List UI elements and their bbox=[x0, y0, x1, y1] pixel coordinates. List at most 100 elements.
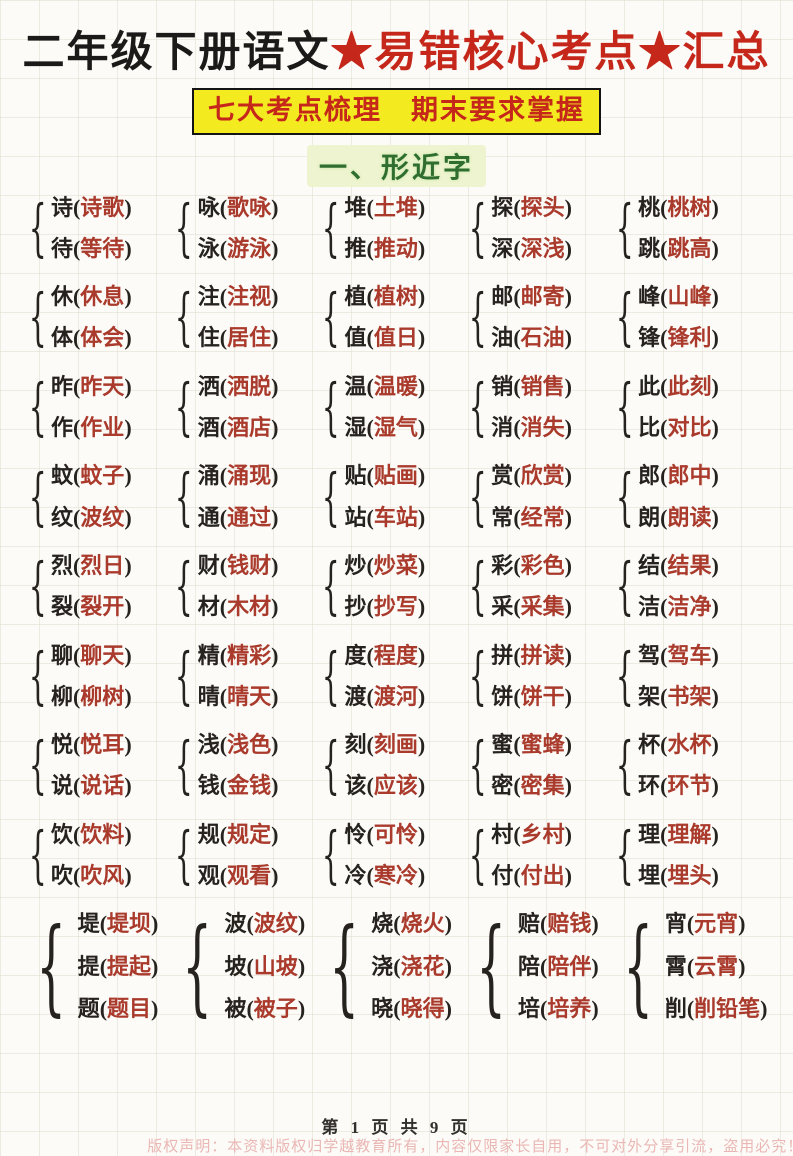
open-paren: ( bbox=[72, 325, 81, 351]
close-paren: ) bbox=[564, 821, 572, 847]
base-char: 财 bbox=[197, 552, 220, 578]
char-word-line: 怜(可怜) bbox=[345, 822, 426, 847]
base-char: 彩 bbox=[491, 552, 514, 578]
base-char: 培 bbox=[518, 995, 541, 1021]
example-word: 聊天 bbox=[80, 642, 125, 668]
char-word-line: 规(规定) bbox=[198, 822, 279, 847]
base-char: 冷 bbox=[344, 863, 367, 889]
example-word: 洁净 bbox=[667, 594, 712, 620]
page-title-red: ★易错核心考点★汇总 bbox=[330, 30, 771, 76]
close-paren: ) bbox=[738, 953, 746, 979]
word-group: {精(精彩) 晴(晴天) bbox=[172, 643, 315, 710]
char-word-line: 待(等待) bbox=[51, 236, 132, 261]
char-word-line: 休(休息) bbox=[51, 284, 132, 309]
close-paren: ) bbox=[151, 953, 159, 979]
char-word-line: 湿(湿气) bbox=[345, 415, 426, 440]
base-char: 休 bbox=[50, 284, 73, 310]
left-brace: { bbox=[175, 370, 193, 444]
char-word-line: 村(乡村) bbox=[491, 822, 572, 847]
left-brace: { bbox=[35, 905, 66, 1028]
char-word-line: 材(木材) bbox=[198, 594, 279, 619]
close-paren: ) bbox=[124, 284, 132, 310]
example-word: 植树 bbox=[373, 284, 418, 310]
word-group: {休(休息) 体(体会) bbox=[26, 284, 169, 351]
open-paren: ( bbox=[219, 773, 228, 799]
char-word-line: 财(钱财) bbox=[198, 553, 279, 578]
char-word-line: 浇(浇花) bbox=[371, 954, 452, 979]
open-paren: ( bbox=[219, 683, 228, 709]
open-paren: ( bbox=[540, 953, 548, 979]
base-char: 观 bbox=[197, 863, 220, 889]
char-word-line: 值(值日) bbox=[345, 325, 426, 350]
close-paren: ) bbox=[417, 235, 426, 261]
char-word-line: 作(作业) bbox=[51, 415, 132, 440]
word-group: {烧(烧火) 浇(浇花) 晓(晓得) bbox=[319, 911, 462, 1021]
example-word: 山坡 bbox=[253, 953, 298, 979]
char-word-line: 埋(埋头) bbox=[638, 863, 719, 888]
open-paren: ( bbox=[72, 683, 81, 709]
page-title-black: 二年级下册语文 bbox=[22, 30, 331, 76]
example-word: 对比 bbox=[667, 415, 712, 441]
example-word: 波纹 bbox=[80, 504, 125, 530]
example-word: 被子 bbox=[253, 995, 298, 1021]
base-char: 郎 bbox=[638, 463, 661, 489]
open-paren: ( bbox=[540, 995, 548, 1021]
open-paren: ( bbox=[366, 235, 374, 261]
char-word-line: 站(车站) bbox=[345, 505, 426, 530]
char-word-line: 贴(贴画) bbox=[345, 463, 426, 488]
example-word: 削铅笔 bbox=[694, 995, 761, 1021]
open-paren: ( bbox=[366, 773, 374, 799]
left-brace: { bbox=[175, 459, 193, 533]
char-word-line: 推(推动) bbox=[345, 236, 426, 261]
open-paren: ( bbox=[660, 594, 668, 620]
close-paren: ) bbox=[711, 463, 719, 489]
char-word-line: 聊(聊天) bbox=[51, 643, 132, 668]
base-char: 体 bbox=[50, 325, 73, 351]
word-group: {刻(刻画) 该(应该) bbox=[319, 732, 462, 799]
char-word-line: 蜜(蜜蜂) bbox=[491, 732, 572, 757]
example-word: 观看 bbox=[227, 863, 272, 889]
close-paren: ) bbox=[271, 552, 279, 578]
open-paren: ( bbox=[513, 463, 521, 489]
example-word: 酒店 bbox=[227, 415, 272, 441]
char-word-line: 蚊(蚊子) bbox=[51, 463, 132, 488]
word-group: {度(程度) 渡(渡河) bbox=[319, 643, 462, 710]
char-word-line: 刻(刻画) bbox=[345, 732, 426, 757]
word-group: {赏(欣赏) 常(经常) bbox=[466, 463, 609, 530]
open-paren: ( bbox=[219, 194, 228, 220]
close-paren: ) bbox=[591, 995, 599, 1021]
word-group: {结(结果) 洁(洁净) bbox=[613, 553, 768, 620]
base-char: 题 bbox=[77, 995, 100, 1021]
char-word-line: 烈(烈日) bbox=[51, 553, 132, 578]
example-word: 柳树 bbox=[80, 683, 125, 709]
open-paren: ( bbox=[72, 863, 81, 889]
example-word: 培养 bbox=[547, 995, 592, 1021]
base-char: 规 bbox=[197, 821, 220, 847]
open-paren: ( bbox=[219, 504, 228, 530]
open-paren: ( bbox=[393, 953, 401, 979]
example-word: 歌咏 bbox=[227, 194, 272, 220]
example-word: 拼读 bbox=[520, 642, 565, 668]
char-word-line: 彩(彩色) bbox=[491, 553, 572, 578]
char-word-line: 培(培养) bbox=[518, 996, 599, 1021]
close-paren: ) bbox=[417, 773, 426, 799]
char-word-line: 削(削铅笔) bbox=[665, 996, 768, 1021]
close-paren: ) bbox=[417, 821, 426, 847]
base-char: 油 bbox=[491, 325, 514, 351]
open-paren: ( bbox=[660, 235, 668, 261]
example-word: 结果 bbox=[667, 552, 712, 578]
open-paren: ( bbox=[72, 594, 81, 620]
char-word-line: 赔(赔钱) bbox=[518, 911, 599, 936]
base-char: 纹 bbox=[50, 504, 73, 530]
left-brace: { bbox=[615, 549, 634, 623]
close-paren: ) bbox=[760, 995, 768, 1021]
base-char: 值 bbox=[344, 325, 367, 351]
base-char: 昨 bbox=[50, 373, 73, 399]
open-paren: ( bbox=[366, 552, 374, 578]
example-word: 驾车 bbox=[667, 642, 712, 668]
char-word-line: 涌(涌现) bbox=[198, 463, 279, 488]
char-word-line: 饼(饼干) bbox=[491, 684, 572, 709]
close-paren: ) bbox=[271, 194, 279, 220]
open-paren: ( bbox=[72, 732, 81, 758]
char-word-line: 消(消失) bbox=[491, 415, 572, 440]
